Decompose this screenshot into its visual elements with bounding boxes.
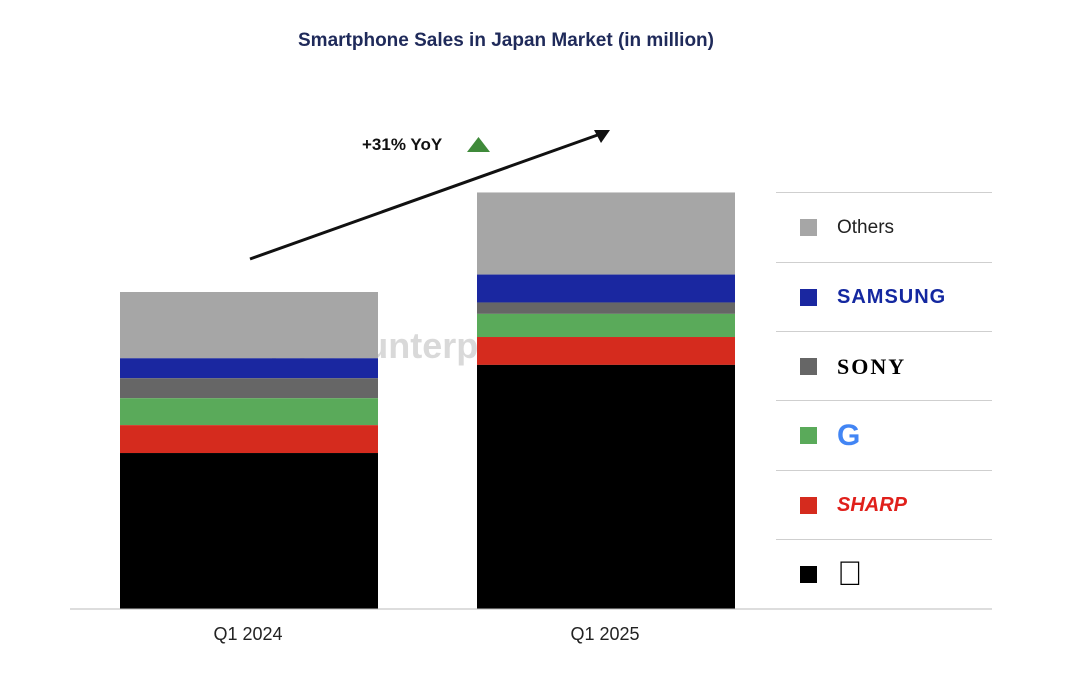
bar-segment-samsung-q1-2025	[477, 274, 735, 303]
chart-title: Smartphone Sales in Japan Market (in mil…	[298, 30, 714, 51]
x-tick-label: Q1 2024	[213, 624, 283, 644]
bar-segment-others-q1-2025	[477, 192, 735, 275]
x-tick-label: Q1 2025	[570, 624, 640, 644]
yoy-annotation: +31% YoY	[362, 135, 443, 154]
legend-item-google: G	[776, 400, 992, 470]
legend-item-sony: SONY	[776, 331, 992, 401]
bar-segment-google-q1-2024	[120, 398, 378, 426]
bar-segment-sharp-q1-2025	[477, 337, 735, 365]
bar-segment-others-q1-2024	[120, 292, 378, 359]
legend-swatch	[800, 358, 817, 375]
sharp-logo: SHARP	[837, 494, 908, 516]
legend-label: Others	[837, 216, 895, 238]
legend-item-apple: 	[776, 539, 992, 609]
arrow-head	[594, 130, 610, 143]
legend-swatch	[800, 427, 817, 444]
bar-segment-apple-q1-2024	[120, 453, 378, 609]
up-triangle-icon	[467, 137, 490, 152]
legend-item-samsung: SAMSUNG	[776, 262, 992, 332]
legend-item-sharp: SHARP	[776, 470, 992, 540]
bar-segment-samsung-q1-2024	[120, 358, 378, 379]
bar-segment-google-q1-2025	[477, 313, 735, 338]
bar-segment-sharp-q1-2024	[120, 425, 378, 454]
samsung-logo: SAMSUNG	[837, 286, 947, 308]
legend-item-others: Others	[776, 192, 992, 262]
trend-arrow	[249, 130, 607, 261]
bar-segment-sony-q1-2025	[477, 302, 735, 314]
legend-swatch	[800, 289, 817, 306]
bar-segment-sony-q1-2024	[120, 378, 378, 399]
sony-logo: SONY	[837, 353, 907, 379]
legend-swatch	[800, 219, 817, 236]
legend-swatch	[800, 566, 817, 583]
legend-swatch	[800, 497, 817, 514]
google-logo: G	[837, 418, 861, 452]
apple-logo-icon: 	[837, 555, 863, 594]
bar-segment-apple-q1-2025	[477, 364, 735, 609]
